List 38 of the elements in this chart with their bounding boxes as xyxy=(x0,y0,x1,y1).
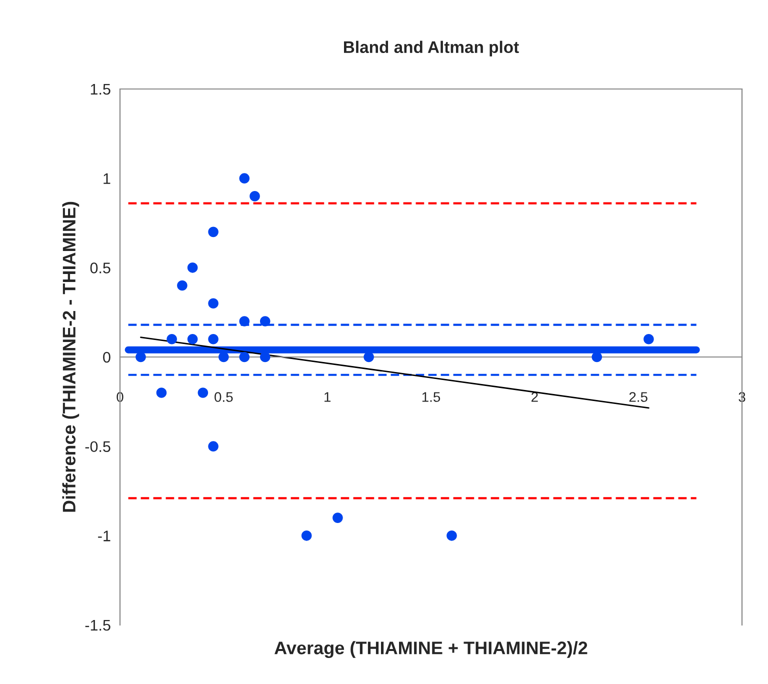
point xyxy=(198,388,208,398)
y-tick-label: 1.5 xyxy=(90,84,110,95)
point xyxy=(239,316,250,326)
point xyxy=(301,530,312,541)
point xyxy=(364,352,374,362)
point xyxy=(187,262,198,273)
point xyxy=(260,316,270,326)
point xyxy=(239,352,250,362)
y-axis-title: Difference (THIAMINE-2 - THIAMINE) xyxy=(62,202,80,512)
x-tick-label: 0.5 xyxy=(214,392,233,402)
y-tick-label: -1 xyxy=(98,530,110,542)
point xyxy=(250,191,260,202)
y-tick-label: 0 xyxy=(103,352,110,363)
y-tick-label: 1 xyxy=(104,173,110,184)
point xyxy=(592,352,602,362)
point xyxy=(446,530,457,541)
point xyxy=(644,334,654,344)
point xyxy=(136,352,146,362)
point xyxy=(332,512,343,523)
point xyxy=(208,334,218,344)
y-tick-label: -1.5 xyxy=(85,620,110,631)
point xyxy=(208,226,218,238)
x-axis-title: Average (THIAMINE + THIAMINE-2)/2 xyxy=(274,641,588,658)
point xyxy=(187,334,198,344)
point xyxy=(208,441,218,452)
point xyxy=(208,298,218,309)
point xyxy=(156,388,167,398)
point xyxy=(177,280,188,291)
point xyxy=(218,352,229,362)
y-tick-label: 0.5 xyxy=(90,262,110,274)
point xyxy=(166,334,177,344)
y-tick-label: -0.5 xyxy=(85,441,110,452)
x-tick-label: 2.5 xyxy=(629,392,648,402)
x-tick-label: 1 xyxy=(324,392,331,402)
point xyxy=(239,173,250,184)
x-tick-label: 1.5 xyxy=(422,392,440,402)
point xyxy=(260,352,270,362)
chart-title: Bland and Altman plot xyxy=(344,40,519,56)
